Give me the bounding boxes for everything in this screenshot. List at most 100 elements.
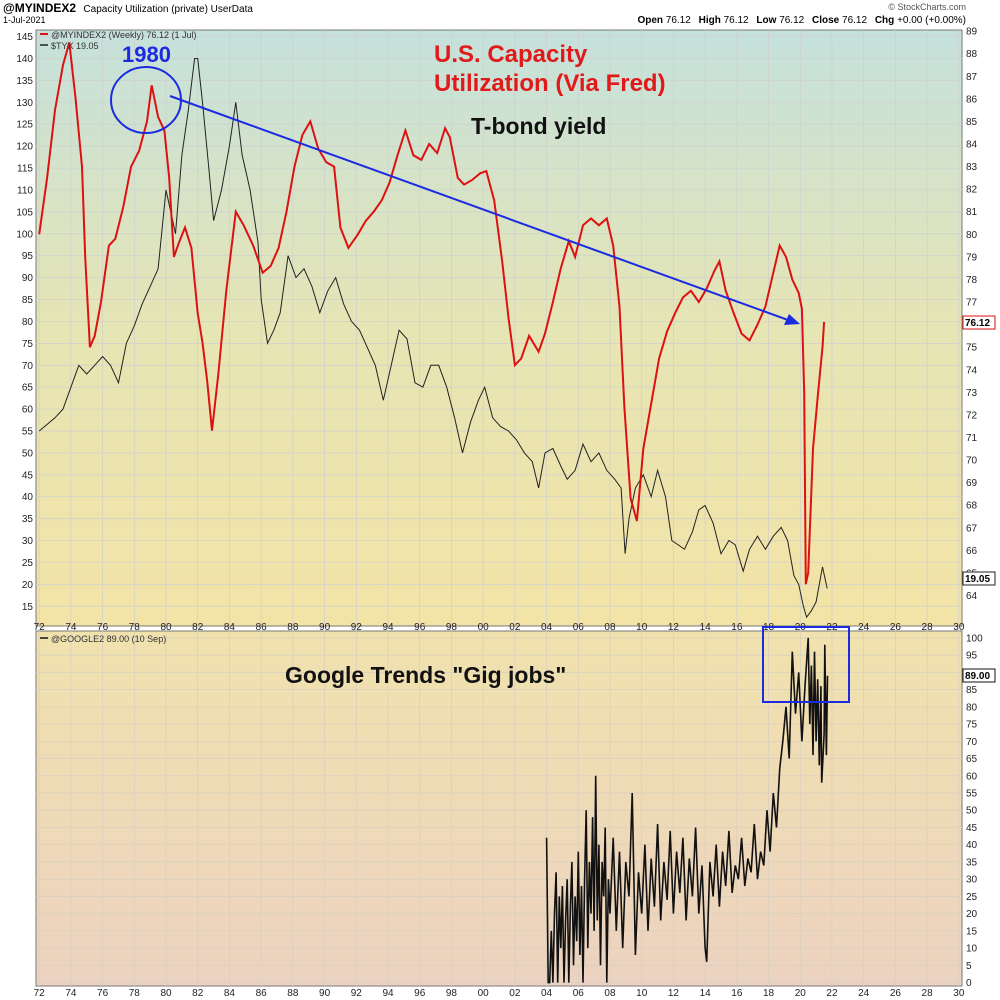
symbol-line: @MYINDEX2 Capacity Utilization (private)… bbox=[3, 1, 253, 15]
tag-tyx: 19.05 bbox=[962, 571, 996, 586]
google-tick-label: 85 bbox=[966, 685, 978, 696]
right-tick-label: 69 bbox=[966, 478, 978, 489]
x-tick-label-bottom: 74 bbox=[65, 988, 77, 999]
google-legend: @GOOGLE2 89.00 (10 Sep) bbox=[40, 634, 166, 644]
x-tick-label-top: 02 bbox=[509, 622, 521, 633]
annotation-trend-arrow bbox=[169, 95, 789, 321]
x-tick-label-bottom: 24 bbox=[858, 988, 870, 999]
x-tick-label-top: 96 bbox=[414, 622, 426, 633]
x-tick-label-top: 08 bbox=[604, 622, 616, 633]
x-tick-label-top: 00 bbox=[478, 622, 490, 633]
right-tick-label: 80 bbox=[966, 230, 978, 241]
right-tick-label: 75 bbox=[966, 343, 978, 354]
left-tick-label: 110 bbox=[17, 185, 33, 196]
right-tick-label: 81 bbox=[966, 207, 978, 218]
x-tick-label-bottom: 76 bbox=[97, 988, 109, 999]
tag-tyx-value: 19.05 bbox=[965, 574, 990, 585]
close-label: Close bbox=[812, 15, 840, 26]
x-tick-label-top: 88 bbox=[287, 622, 299, 633]
x-tick-label-bottom: 30 bbox=[953, 988, 965, 999]
tag-google-value: 89.00 bbox=[965, 671, 990, 682]
price-panel bbox=[35, 29, 963, 627]
right-tick-label: 66 bbox=[966, 546, 978, 557]
chg-value: +0.00 (+0.00%) bbox=[897, 15, 966, 26]
chg-label: Chg bbox=[874, 15, 895, 26]
left-tick-label: 105 bbox=[16, 207, 33, 218]
left-tick-label: 85 bbox=[22, 295, 34, 306]
x-tick-label-bottom: 06 bbox=[573, 988, 585, 999]
right-tick-label: 72 bbox=[966, 410, 978, 421]
x-tick-label-top: 14 bbox=[700, 622, 712, 633]
left-tick-label: 65 bbox=[22, 383, 34, 394]
x-tick-label-top: 10 bbox=[636, 622, 648, 633]
capacity-utilization-line bbox=[38, 42, 826, 585]
right-tick-label: 83 bbox=[966, 162, 978, 173]
x-tick-label-top: 24 bbox=[858, 622, 870, 633]
right-tick-label: 71 bbox=[966, 433, 978, 444]
left-tick-label: 60 bbox=[22, 405, 34, 416]
left-tick-label: 95 bbox=[22, 251, 34, 262]
x-tick-label-top: 86 bbox=[256, 622, 268, 633]
x-tick-label-bottom: 10 bbox=[636, 988, 648, 999]
x-tick-label-bottom: 90 bbox=[319, 988, 331, 999]
google-tick-label: 70 bbox=[966, 737, 978, 748]
x-tick-label-top: 30 bbox=[953, 622, 965, 633]
x-tick-label-bottom: 00 bbox=[478, 988, 490, 999]
low-label: Low bbox=[756, 15, 777, 26]
right-tick-label: 67 bbox=[966, 523, 978, 534]
right-tick-label: 84 bbox=[966, 140, 978, 151]
x-tick-label-bottom: 28 bbox=[922, 988, 934, 999]
right-tick-label: 88 bbox=[966, 49, 978, 60]
x-tick-label-top: 72 bbox=[34, 622, 46, 633]
x-tick-label-bottom: 92 bbox=[351, 988, 363, 999]
x-tick-label-top: 80 bbox=[160, 622, 172, 633]
annotation-title-line1: U.S. Capacity bbox=[434, 41, 588, 68]
symbol: @MYINDEX2 bbox=[3, 1, 77, 15]
x-tick-label-top: 92 bbox=[351, 622, 363, 633]
x-tick-label-bottom: 04 bbox=[541, 988, 553, 999]
price-grid bbox=[36, 30, 962, 626]
google-tick-label: 45 bbox=[966, 823, 978, 834]
google-tick-label: 0 bbox=[966, 978, 972, 989]
open-value: 76.12 bbox=[665, 15, 691, 26]
google-tick-label: 25 bbox=[966, 892, 978, 903]
left-tick-label: 120 bbox=[16, 142, 33, 153]
left-tick-label: 25 bbox=[22, 558, 34, 569]
left-tick-label: 15 bbox=[22, 602, 34, 613]
google-tick-label: 20 bbox=[966, 909, 978, 920]
annotation-gig-jobs: Google Trends "Gig jobs" bbox=[285, 662, 566, 688]
google-panel bbox=[35, 630, 963, 987]
quote-line: Open 76.12 High 76.12 Low 76.12 Close 76… bbox=[632, 15, 966, 26]
google-tick-label: 75 bbox=[966, 720, 978, 731]
google-tick-label: 35 bbox=[966, 857, 978, 868]
x-tick-label-bottom: 80 bbox=[160, 988, 172, 999]
right-tick-label: 85 bbox=[966, 117, 978, 128]
x-tick-label-bottom: 20 bbox=[795, 988, 807, 999]
google-tick-label: 55 bbox=[966, 788, 978, 799]
legend-google: @GOOGLE2 89.00 (10 Sep) bbox=[51, 634, 166, 644]
high-label: High bbox=[698, 15, 721, 26]
x-tick-label-bottom: 98 bbox=[446, 988, 458, 999]
annotation-arrowhead bbox=[784, 314, 800, 325]
right-tick-label: 86 bbox=[966, 94, 978, 105]
tbond-yield-line bbox=[38, 58, 828, 619]
x-tick-label-top: 84 bbox=[224, 622, 236, 633]
legend-capacity: @MYINDEX2 (Weekly) 76.12 (1 Jul) bbox=[51, 30, 197, 40]
right-tick-label: 82 bbox=[966, 185, 978, 196]
left-tick-label: 125 bbox=[16, 120, 33, 131]
x-tick-label-bottom: 26 bbox=[890, 988, 902, 999]
right-tick-label: 78 bbox=[966, 275, 978, 286]
x-tick-label-bottom: 84 bbox=[224, 988, 236, 999]
left-tick-label: 140 bbox=[16, 54, 33, 65]
x-tick-label-bottom: 08 bbox=[604, 988, 616, 999]
legend-tyx: $TYX 19.05 bbox=[51, 41, 99, 51]
close-value: 76.12 bbox=[842, 15, 868, 26]
google-tick-label: 65 bbox=[966, 754, 978, 765]
x-tick-label-bottom: 82 bbox=[192, 988, 204, 999]
google-tick-label: 15 bbox=[966, 926, 978, 937]
x-tick-label-bottom: 72 bbox=[34, 988, 46, 999]
left-tick-label: 135 bbox=[16, 76, 33, 87]
google-tick-label: 5 bbox=[966, 961, 972, 972]
right-tick-label: 89 bbox=[966, 27, 978, 38]
